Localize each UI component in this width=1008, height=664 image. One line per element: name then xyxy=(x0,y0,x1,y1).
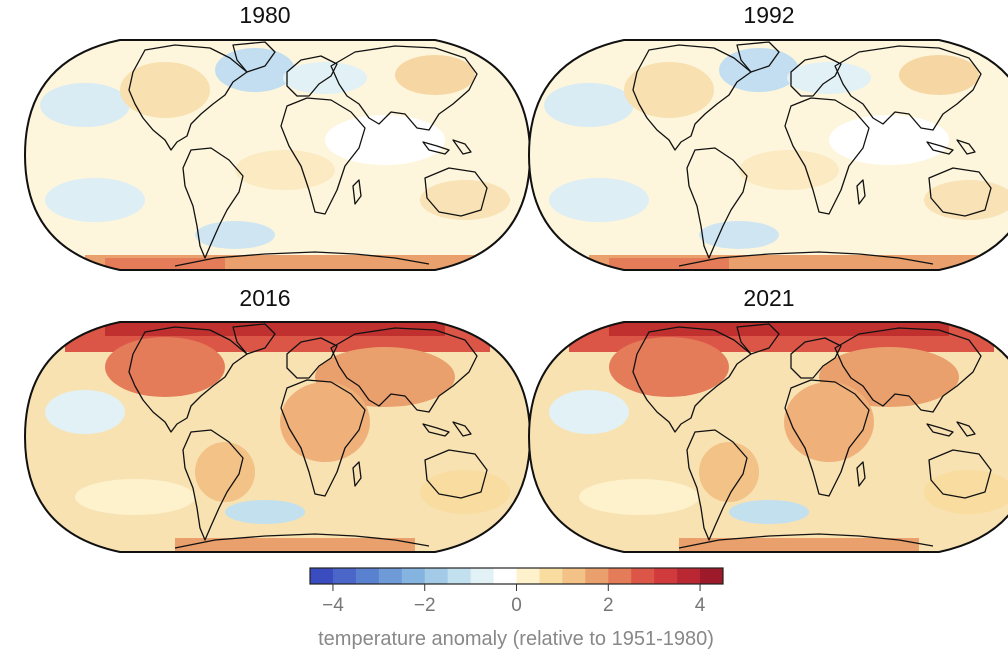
panel-title-1992: 1992 xyxy=(743,2,795,28)
tick-label: 2 xyxy=(602,595,614,616)
colorbar-ticks xyxy=(332,584,701,591)
colorbar-swatch xyxy=(631,568,655,584)
colorbar-swatch xyxy=(310,568,334,584)
colorbar-swatch xyxy=(608,568,632,584)
colorbar-swatch xyxy=(562,568,586,584)
colorbar-swatch xyxy=(585,568,609,584)
map-panel-2016 xyxy=(24,321,531,553)
map-panel-1980 xyxy=(24,39,531,271)
colorbar-swatch xyxy=(378,568,403,584)
colorbar-swatch xyxy=(401,568,426,584)
panel-title-2021: 2021 xyxy=(743,285,795,311)
tick-label: 4 xyxy=(694,595,706,616)
colorbar-swatch xyxy=(493,568,517,584)
colorbar-swatch xyxy=(470,568,495,584)
colorbar-swatch xyxy=(654,568,678,584)
colorbar-swatch xyxy=(332,568,357,584)
panel-title-2016: 2016 xyxy=(239,285,291,311)
tick-label: 0 xyxy=(511,595,522,616)
map-panel-1992 xyxy=(528,39,1008,271)
colorbar-swatch xyxy=(355,568,380,584)
colorbar-swatch xyxy=(447,568,472,584)
colorbar-swatch xyxy=(677,568,701,584)
colorbar xyxy=(310,568,724,584)
map-panel-2021 xyxy=(528,321,1008,553)
colorbar-swatch xyxy=(539,568,563,584)
tick-label: −4 xyxy=(322,595,344,616)
colorbar-label: temperature anomaly (relative to 1951-19… xyxy=(318,628,714,650)
tick-label: −2 xyxy=(413,595,436,616)
panel-title-1980: 1980 xyxy=(239,2,291,28)
colorbar-swatch xyxy=(424,568,449,584)
colorbar-swatch xyxy=(700,568,724,584)
colorbar-swatch xyxy=(516,568,540,584)
